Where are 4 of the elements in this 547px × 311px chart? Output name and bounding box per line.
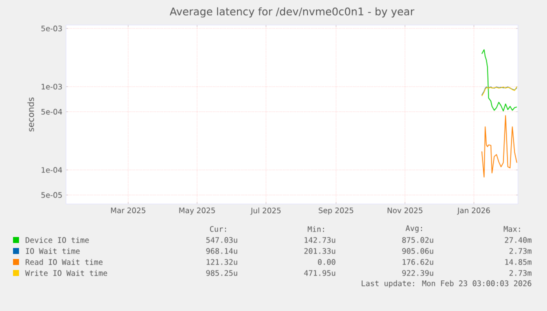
y-axis-title: seconds	[27, 98, 34, 132]
line-series	[481, 115, 518, 178]
line-series	[481, 49, 518, 112]
chart-title: Average latency for /dev/nvme0c0n1 - by year	[170, 7, 414, 18]
